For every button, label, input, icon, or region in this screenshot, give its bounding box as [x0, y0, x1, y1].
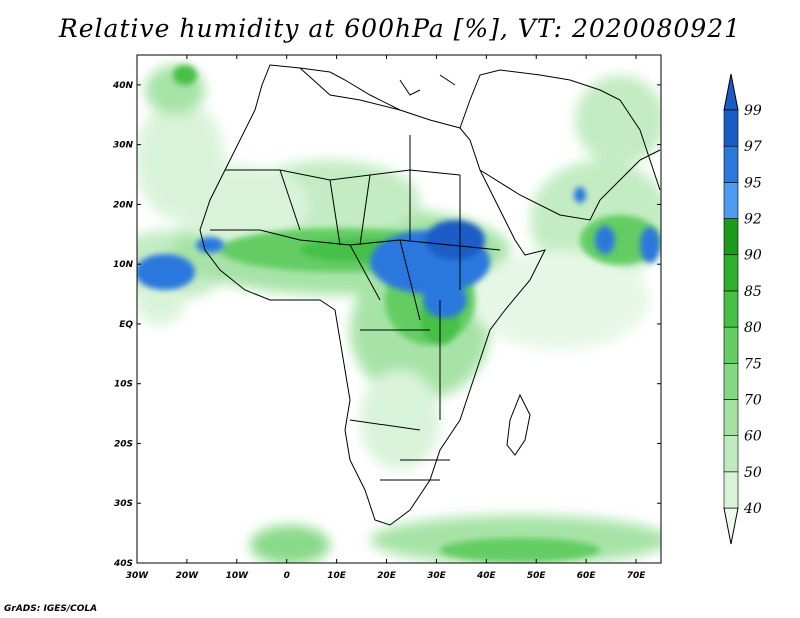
humidity-field: [137, 65, 661, 563]
coastline: [199, 64, 661, 526]
lat-tick-label: 20S: [114, 439, 133, 449]
colorbar-label: 60: [744, 429, 762, 445]
colorbar-label: 80: [744, 320, 762, 336]
colorbar-label: 75: [744, 356, 762, 372]
colorbar-label: 85: [744, 284, 762, 300]
colorbar-label: 40: [743, 501, 762, 517]
colorbar-swatch: [723, 471, 739, 509]
colorbar-label: 70: [744, 392, 762, 408]
colorbar-swatch: [723, 435, 739, 473]
lon-tick-label: 70E: [627, 571, 647, 581]
colorbar-swatch: [723, 362, 739, 400]
lon-tick-label: 40E: [476, 571, 497, 581]
colorbar-swatch: [723, 290, 739, 328]
colorbar-swatch: [723, 254, 739, 292]
lat-tick-label: 30N: [113, 141, 134, 151]
lon-tick-label: 20W: [176, 571, 200, 581]
grads-credit: GrADS: IGES/COLA: [4, 604, 98, 614]
lat-ticks: 40N 30N 20N 10N EQ 10S 20S 30S 40S: [112, 81, 661, 569]
lat-tick-label: EQ: [119, 320, 133, 330]
lon-ticks: 30W 20W 10W 0 10E 20E 30E 40E 50E 60E 70E: [126, 55, 646, 581]
lat-tick-label: 30S: [114, 499, 133, 509]
lat-tick-label: 10N: [113, 260, 134, 270]
map-title: Relative humidity at 600hPa [%], VT: 202…: [58, 14, 742, 43]
lon-tick-label: 30W: [126, 571, 150, 581]
lon-tick-label: 10E: [327, 571, 347, 581]
colorbar-low-arrow: [723, 507, 739, 545]
colorbar-swatch: [723, 182, 739, 219]
colorbar-swatch: [723, 399, 739, 436]
colorbar-swatch: [723, 218, 739, 256]
lon-tick-label: 0: [284, 571, 290, 581]
lon-tick-label: 50E: [527, 571, 547, 581]
colorbar-label: 95: [744, 175, 762, 191]
lon-tick-label: 10W: [226, 571, 250, 581]
lat-tick-label: 40S: [113, 559, 133, 569]
colorbar-label: 99: [744, 103, 762, 119]
lon-tick-label: 60E: [577, 571, 597, 581]
colorbar: 40 50 60 70 75 80 85 90 92 95 97 99: [723, 73, 762, 545]
lat-tick-label: 20N: [113, 200, 134, 210]
lon-tick-label: 30E: [427, 571, 447, 581]
colorbar-label: 97: [744, 139, 762, 155]
colorbar-label: 90: [744, 248, 762, 264]
lon-tick-label: 20E: [377, 571, 397, 581]
colorbar-swatch: [723, 145, 739, 183]
lat-tick-label: 10S: [114, 380, 133, 390]
colorbar-label: 92: [744, 212, 762, 228]
colorbar-swatch: [723, 326, 739, 364]
colorbar-high-arrow: [723, 73, 739, 111]
lat-tick-label: 40N: [112, 81, 134, 91]
colorbar-swatch: [723, 109, 739, 147]
plot-frame: [136, 54, 662, 564]
colorbar-label: 50: [744, 465, 762, 481]
